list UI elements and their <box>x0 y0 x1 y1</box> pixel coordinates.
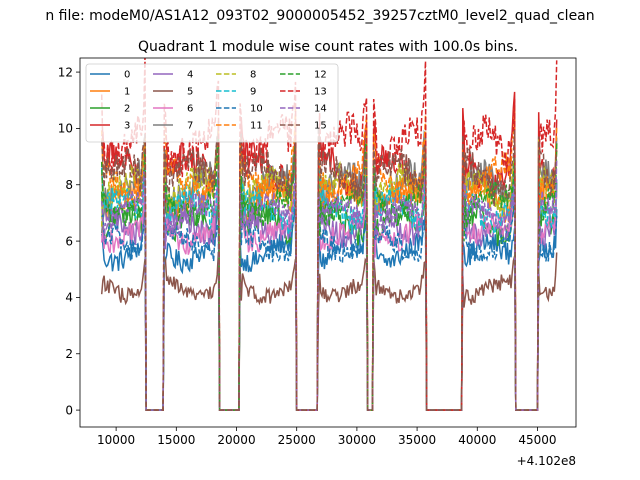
legend-label-11: 11 <box>250 121 263 132</box>
x-tick-label: 25000 <box>278 433 316 447</box>
legend-frame <box>85 63 339 143</box>
legend-label-9: 9 <box>250 87 256 98</box>
series-line-8 <box>100 138 558 411</box>
y-tick-label: 12 <box>58 65 73 79</box>
x-tick-label: 40000 <box>458 433 496 447</box>
legend-label-5: 5 <box>187 87 193 98</box>
y-tick-label: 10 <box>58 122 73 136</box>
legend-label-6: 6 <box>187 104 193 115</box>
x-tick-label: 30000 <box>338 433 376 447</box>
series-line-13 <box>100 58 558 411</box>
x-tick-label: 45000 <box>518 433 556 447</box>
chart-title: Quadrant 1 module wise count rates with … <box>138 39 518 55</box>
y-tick-label: 8 <box>65 178 73 192</box>
suptitle: n file: modeM0/AS1A12_093T02_9000005452_… <box>45 8 594 24</box>
series-line-14 <box>100 159 558 411</box>
x-tick-label: 35000 <box>398 433 436 447</box>
legend-label-14: 14 <box>314 104 327 115</box>
y-tick-label: 0 <box>65 403 73 417</box>
legend-label-1: 1 <box>124 87 130 98</box>
x-tick-label: 20000 <box>217 433 255 447</box>
y-axis: 0 2 4 6 8 10 12 <box>58 65 80 417</box>
series-layer <box>100 58 558 411</box>
legend-label-4: 4 <box>187 70 193 81</box>
legend-label-3: 3 <box>124 121 130 132</box>
series-line-15 <box>100 126 558 411</box>
legend-label-8: 8 <box>250 70 256 81</box>
legend-label-15: 15 <box>314 121 327 132</box>
legend-label-2: 2 <box>124 104 130 115</box>
y-tick-label: 6 <box>65 234 73 248</box>
y-tick-label: 4 <box>65 291 73 305</box>
x-tick-label: 10000 <box>97 433 135 447</box>
series-line-10 <box>101 186 558 411</box>
x-axis: 10000 15000 20000 25000 30000 35000 40000 45000 <box>97 427 557 447</box>
legend-label-7: 7 <box>187 121 193 132</box>
plot-frame <box>79 57 577 428</box>
series-line-9 <box>100 150 558 411</box>
legend-label-13: 13 <box>314 87 327 98</box>
legend-label-10: 10 <box>250 104 263 115</box>
legend-label-12: 12 <box>314 70 327 81</box>
legend-label-0: 0 <box>124 70 130 81</box>
x-tick-label: 15000 <box>157 433 195 447</box>
x-offset-label: +4.102e8 <box>517 454 576 468</box>
series-line-5 <box>100 251 558 411</box>
y-tick-label: 2 <box>65 347 73 361</box>
